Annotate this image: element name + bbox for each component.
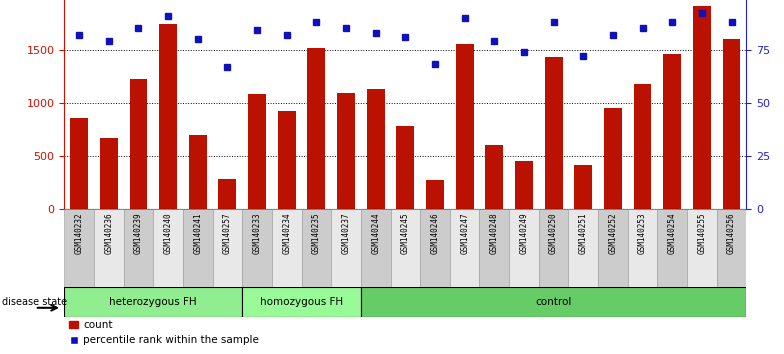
Bar <box>64 209 94 287</box>
Bar <box>189 135 207 209</box>
Bar <box>568 209 598 287</box>
Bar <box>71 118 88 209</box>
Text: GSM140237: GSM140237 <box>342 213 350 255</box>
Text: GSM140239: GSM140239 <box>134 213 143 255</box>
Text: GSM140235: GSM140235 <box>312 213 321 255</box>
Text: GSM140249: GSM140249 <box>520 213 528 255</box>
Bar <box>485 145 503 209</box>
Bar <box>219 179 236 209</box>
Bar <box>693 6 711 209</box>
Text: GSM140255: GSM140255 <box>698 213 706 255</box>
Bar <box>249 94 266 209</box>
Bar <box>717 209 746 287</box>
Bar <box>628 209 658 287</box>
Text: GSM140247: GSM140247 <box>460 213 469 255</box>
Bar <box>426 179 444 209</box>
Bar <box>658 209 687 287</box>
Bar <box>212 209 242 287</box>
Bar <box>509 209 539 287</box>
Bar <box>361 209 390 287</box>
Text: GSM140240: GSM140240 <box>164 213 172 255</box>
Text: homozygous FH: homozygous FH <box>260 297 343 307</box>
Bar <box>367 89 385 209</box>
Text: GSM140253: GSM140253 <box>638 213 647 255</box>
Text: heterozygous FH: heterozygous FH <box>110 297 197 307</box>
Bar <box>575 165 592 209</box>
Bar <box>390 209 420 287</box>
Text: GSM140233: GSM140233 <box>252 213 262 255</box>
Text: GSM140251: GSM140251 <box>579 213 588 255</box>
Bar <box>159 24 177 209</box>
Text: disease state: disease state <box>2 297 67 307</box>
Bar <box>242 287 361 317</box>
Bar <box>242 209 272 287</box>
Text: GSM140256: GSM140256 <box>727 213 736 255</box>
Bar <box>64 287 242 317</box>
Bar <box>545 57 562 209</box>
Bar <box>302 209 331 287</box>
Text: GSM140250: GSM140250 <box>549 213 558 255</box>
Bar <box>124 209 153 287</box>
Bar <box>687 209 717 287</box>
Bar <box>337 93 355 209</box>
Bar <box>307 48 325 209</box>
Text: GSM140257: GSM140257 <box>223 213 232 255</box>
Bar <box>515 161 533 209</box>
Text: GSM140236: GSM140236 <box>104 213 113 255</box>
Text: GSM140248: GSM140248 <box>490 213 499 255</box>
Text: GSM140244: GSM140244 <box>371 213 380 255</box>
Bar <box>663 54 681 209</box>
Text: GSM140245: GSM140245 <box>401 213 410 255</box>
Bar <box>94 209 124 287</box>
Legend: count, percentile rank within the sample: count, percentile rank within the sample <box>70 320 259 345</box>
Bar <box>331 209 361 287</box>
Text: GSM140232: GSM140232 <box>74 213 84 255</box>
Bar <box>598 209 628 287</box>
Text: GSM140241: GSM140241 <box>193 213 202 255</box>
Bar <box>604 108 622 209</box>
Text: GSM140234: GSM140234 <box>282 213 291 255</box>
Bar <box>361 287 746 317</box>
Bar <box>723 39 740 209</box>
Bar <box>278 111 296 209</box>
Text: GSM140254: GSM140254 <box>668 213 677 255</box>
Bar <box>129 79 147 209</box>
Bar <box>456 44 474 209</box>
Bar <box>183 209 212 287</box>
Bar <box>539 209 568 287</box>
Bar <box>153 209 183 287</box>
Bar <box>100 138 118 209</box>
Text: GSM140252: GSM140252 <box>608 213 618 255</box>
Bar <box>480 209 509 287</box>
Bar <box>397 126 414 209</box>
Text: GSM140246: GSM140246 <box>430 213 440 255</box>
Bar <box>633 84 652 209</box>
Bar <box>420 209 450 287</box>
Text: control: control <box>535 297 572 307</box>
Bar <box>450 209 480 287</box>
Bar <box>272 209 302 287</box>
